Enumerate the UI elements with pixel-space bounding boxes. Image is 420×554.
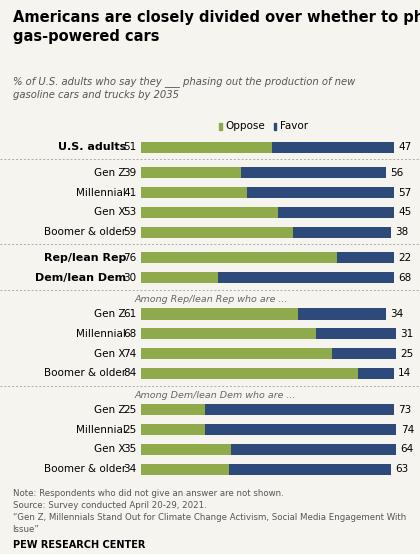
Text: 45: 45: [398, 207, 411, 217]
Text: Americans are closely divided over whether to phase out
gas-powered cars: Americans are closely divided over wheth…: [13, 10, 420, 44]
Text: Among Dem/lean Dem who are ...: Among Dem/lean Dem who are ...: [134, 391, 296, 401]
Bar: [298, 308, 386, 320]
Bar: [141, 272, 218, 283]
Bar: [337, 252, 394, 264]
Text: Dem/lean Dem: Dem/lean Dem: [35, 273, 126, 283]
Text: 51: 51: [123, 142, 136, 152]
Bar: [141, 424, 205, 435]
Bar: [141, 187, 247, 198]
Text: Issue”: Issue”: [13, 525, 39, 534]
Bar: [141, 464, 228, 475]
Text: 84: 84: [123, 368, 136, 378]
Text: 63: 63: [396, 464, 409, 474]
Bar: [332, 348, 396, 360]
Text: Gen Z: Gen Z: [94, 168, 126, 178]
Bar: [273, 142, 394, 153]
Text: 34: 34: [123, 464, 136, 474]
Text: 57: 57: [398, 188, 411, 198]
Bar: [141, 404, 205, 416]
Bar: [228, 464, 391, 475]
Text: PEW RESEARCH CENTER: PEW RESEARCH CENTER: [13, 540, 145, 550]
Bar: [220, 123, 222, 130]
Text: 14: 14: [398, 368, 411, 378]
Text: Oppose: Oppose: [225, 121, 265, 131]
Text: Gen X: Gen X: [94, 348, 126, 358]
Bar: [358, 368, 394, 379]
Bar: [241, 167, 386, 178]
Text: Among Rep/lean Rep who are ...: Among Rep/lean Rep who are ...: [134, 295, 288, 305]
Text: Boomer & older: Boomer & older: [44, 464, 126, 474]
Bar: [141, 328, 316, 340]
Text: 38: 38: [396, 227, 409, 237]
Text: Rep/lean Rep: Rep/lean Rep: [44, 253, 126, 263]
Text: 30: 30: [123, 273, 136, 283]
Text: 25: 25: [123, 424, 136, 434]
Text: Gen X: Gen X: [94, 444, 126, 454]
Text: Millennial: Millennial: [76, 188, 126, 198]
Text: 25: 25: [401, 348, 414, 358]
Bar: [141, 368, 358, 379]
Bar: [218, 272, 394, 283]
Bar: [141, 167, 242, 178]
Text: Gen X: Gen X: [94, 207, 126, 217]
Text: 34: 34: [390, 309, 404, 319]
Text: Millennial: Millennial: [76, 329, 126, 338]
Text: Gen Z: Gen Z: [94, 405, 126, 415]
Bar: [141, 308, 298, 320]
Text: Boomer & older: Boomer & older: [44, 368, 126, 378]
Text: 68: 68: [398, 273, 411, 283]
Bar: [278, 207, 394, 218]
Text: 31: 31: [401, 329, 414, 338]
Bar: [293, 227, 391, 238]
Text: 68: 68: [123, 329, 136, 338]
Bar: [205, 404, 394, 416]
Text: 61: 61: [123, 309, 136, 319]
Text: 59: 59: [123, 227, 136, 237]
Text: Favor: Favor: [280, 121, 308, 131]
Text: 47: 47: [398, 142, 411, 152]
Bar: [274, 123, 276, 130]
Text: 74: 74: [401, 424, 414, 434]
Text: 53: 53: [123, 207, 136, 217]
Text: 74: 74: [123, 348, 136, 358]
Text: 64: 64: [401, 444, 414, 454]
Bar: [205, 424, 396, 435]
Text: “Gen Z, Millennials Stand Out for Climate Change Activism, Social Media Engageme: “Gen Z, Millennials Stand Out for Climat…: [13, 513, 406, 522]
Bar: [231, 444, 396, 455]
Text: 25: 25: [123, 405, 136, 415]
Bar: [316, 328, 396, 340]
Text: 22: 22: [398, 253, 411, 263]
Text: 56: 56: [390, 168, 404, 178]
Bar: [141, 142, 273, 153]
Text: % of U.S. adults who say they ___ phasing out the production of new
gasoline car: % of U.S. adults who say they ___ phasin…: [13, 76, 355, 100]
Text: Source: Survey conducted April 20-29, 2021.: Source: Survey conducted April 20-29, 20…: [13, 501, 206, 510]
Text: Millennial: Millennial: [76, 424, 126, 434]
Text: U.S. adults: U.S. adults: [58, 142, 126, 152]
Text: Gen Z: Gen Z: [94, 309, 126, 319]
Bar: [141, 444, 231, 455]
Text: 35: 35: [123, 444, 136, 454]
Bar: [141, 207, 278, 218]
Text: 73: 73: [398, 405, 411, 415]
Bar: [247, 187, 394, 198]
Text: 76: 76: [123, 253, 136, 263]
Bar: [141, 227, 293, 238]
Text: Note: Respondents who did not give an answer are not shown.: Note: Respondents who did not give an an…: [13, 489, 284, 497]
Bar: [141, 252, 337, 264]
Text: 39: 39: [123, 168, 136, 178]
Text: 41: 41: [123, 188, 136, 198]
Bar: [141, 348, 332, 360]
Text: Boomer & older: Boomer & older: [44, 227, 126, 237]
